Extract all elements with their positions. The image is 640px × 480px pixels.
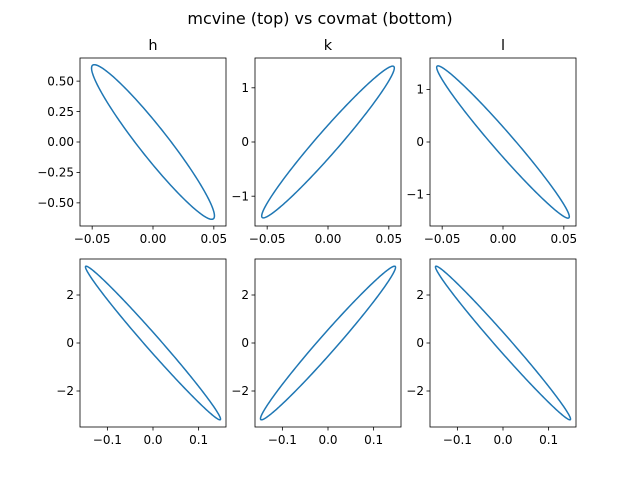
ellipse-series-line [259, 265, 397, 421]
y-tick-label: 0.25 [47, 105, 74, 119]
x-tick-label: −0.1 [93, 433, 122, 447]
x-tick-label: 0.0 [318, 433, 337, 447]
x-tick-label: 0.05 [550, 232, 577, 246]
y-tick-label: −2 [231, 384, 249, 398]
y-tick-label: 0 [241, 135, 249, 149]
ellipse-series-line [260, 65, 396, 219]
subplot-3: l −0.05 0.00 0.05 −1 0 1 [406, 38, 577, 246]
x-tick-label: 0.0 [493, 433, 512, 447]
subplot-4: −0.1 0.0 0.1 −2 0 2 [56, 258, 227, 447]
x-tick-label: 0.00 [140, 232, 167, 246]
subplot-title: k [324, 38, 333, 54]
y-tick-label: 2 [416, 288, 424, 302]
x-tick-label: 0.05 [375, 232, 402, 246]
y-tick-label: 0.50 [47, 74, 74, 88]
x-tick-label: 0.1 [364, 433, 383, 447]
ellipse-series-line [90, 63, 216, 221]
subplot-title: l [501, 38, 505, 54]
y-tick-label: 1 [416, 83, 424, 97]
x-tick-label: 0.00 [315, 232, 342, 246]
y-tick-label: 2 [66, 288, 74, 302]
subplot-5: −0.1 0.0 0.1 −2 0 2 [231, 258, 402, 447]
subplot-1: h −0.05 0.00 0.05 −0.50 −0.25 0.00 0.25 0.50 [37, 38, 227, 246]
x-tick-label: 0.05 [200, 232, 227, 246]
ellipse-series-line [434, 265, 572, 421]
y-tick-label: 0.00 [47, 135, 74, 149]
y-tick-label: 0 [66, 336, 74, 350]
y-tick-label: −1 [231, 189, 249, 203]
x-tick-label: 0.00 [490, 232, 517, 246]
x-tick-label: 0.0 [143, 433, 162, 447]
y-tick-label: −0.50 [37, 196, 74, 210]
subplot-title: h [148, 38, 157, 54]
figure-suptitle: mcvine (top) vs covmat (bottom) [187, 9, 452, 28]
x-tick-label: 0.1 [189, 433, 208, 447]
y-tick-label: 0 [416, 135, 424, 149]
ellipse-series-line [84, 265, 222, 421]
subplot-6: −0.1 0.0 0.1 −2 0 2 [406, 258, 577, 447]
y-tick-label: 2 [241, 288, 249, 302]
x-tick-label: −0.1 [268, 433, 297, 447]
y-tick-label: 0 [416, 336, 424, 350]
subplot-2: k −0.05 0.00 0.05 −1 0 1 [231, 38, 402, 246]
y-tick-label: −1 [406, 188, 424, 202]
y-tick-label: −2 [56, 384, 74, 398]
x-tick-label: −0.05 [74, 232, 111, 246]
y-tick-label: 0 [241, 336, 249, 350]
y-tick-label: −0.25 [37, 166, 74, 180]
ellipse-series-line [435, 65, 571, 219]
x-tick-label: −0.05 [424, 232, 461, 246]
y-tick-label: −2 [406, 384, 424, 398]
x-tick-label: 0.1 [539, 433, 558, 447]
subplot-grid: h−0.05 0.00 0.05−0.50−0.250.000.250.50k−0.… [37, 38, 577, 447]
y-tick-label: 1 [241, 81, 249, 95]
x-tick-label: −0.05 [249, 232, 286, 246]
x-tick-label: −0.1 [443, 433, 472, 447]
